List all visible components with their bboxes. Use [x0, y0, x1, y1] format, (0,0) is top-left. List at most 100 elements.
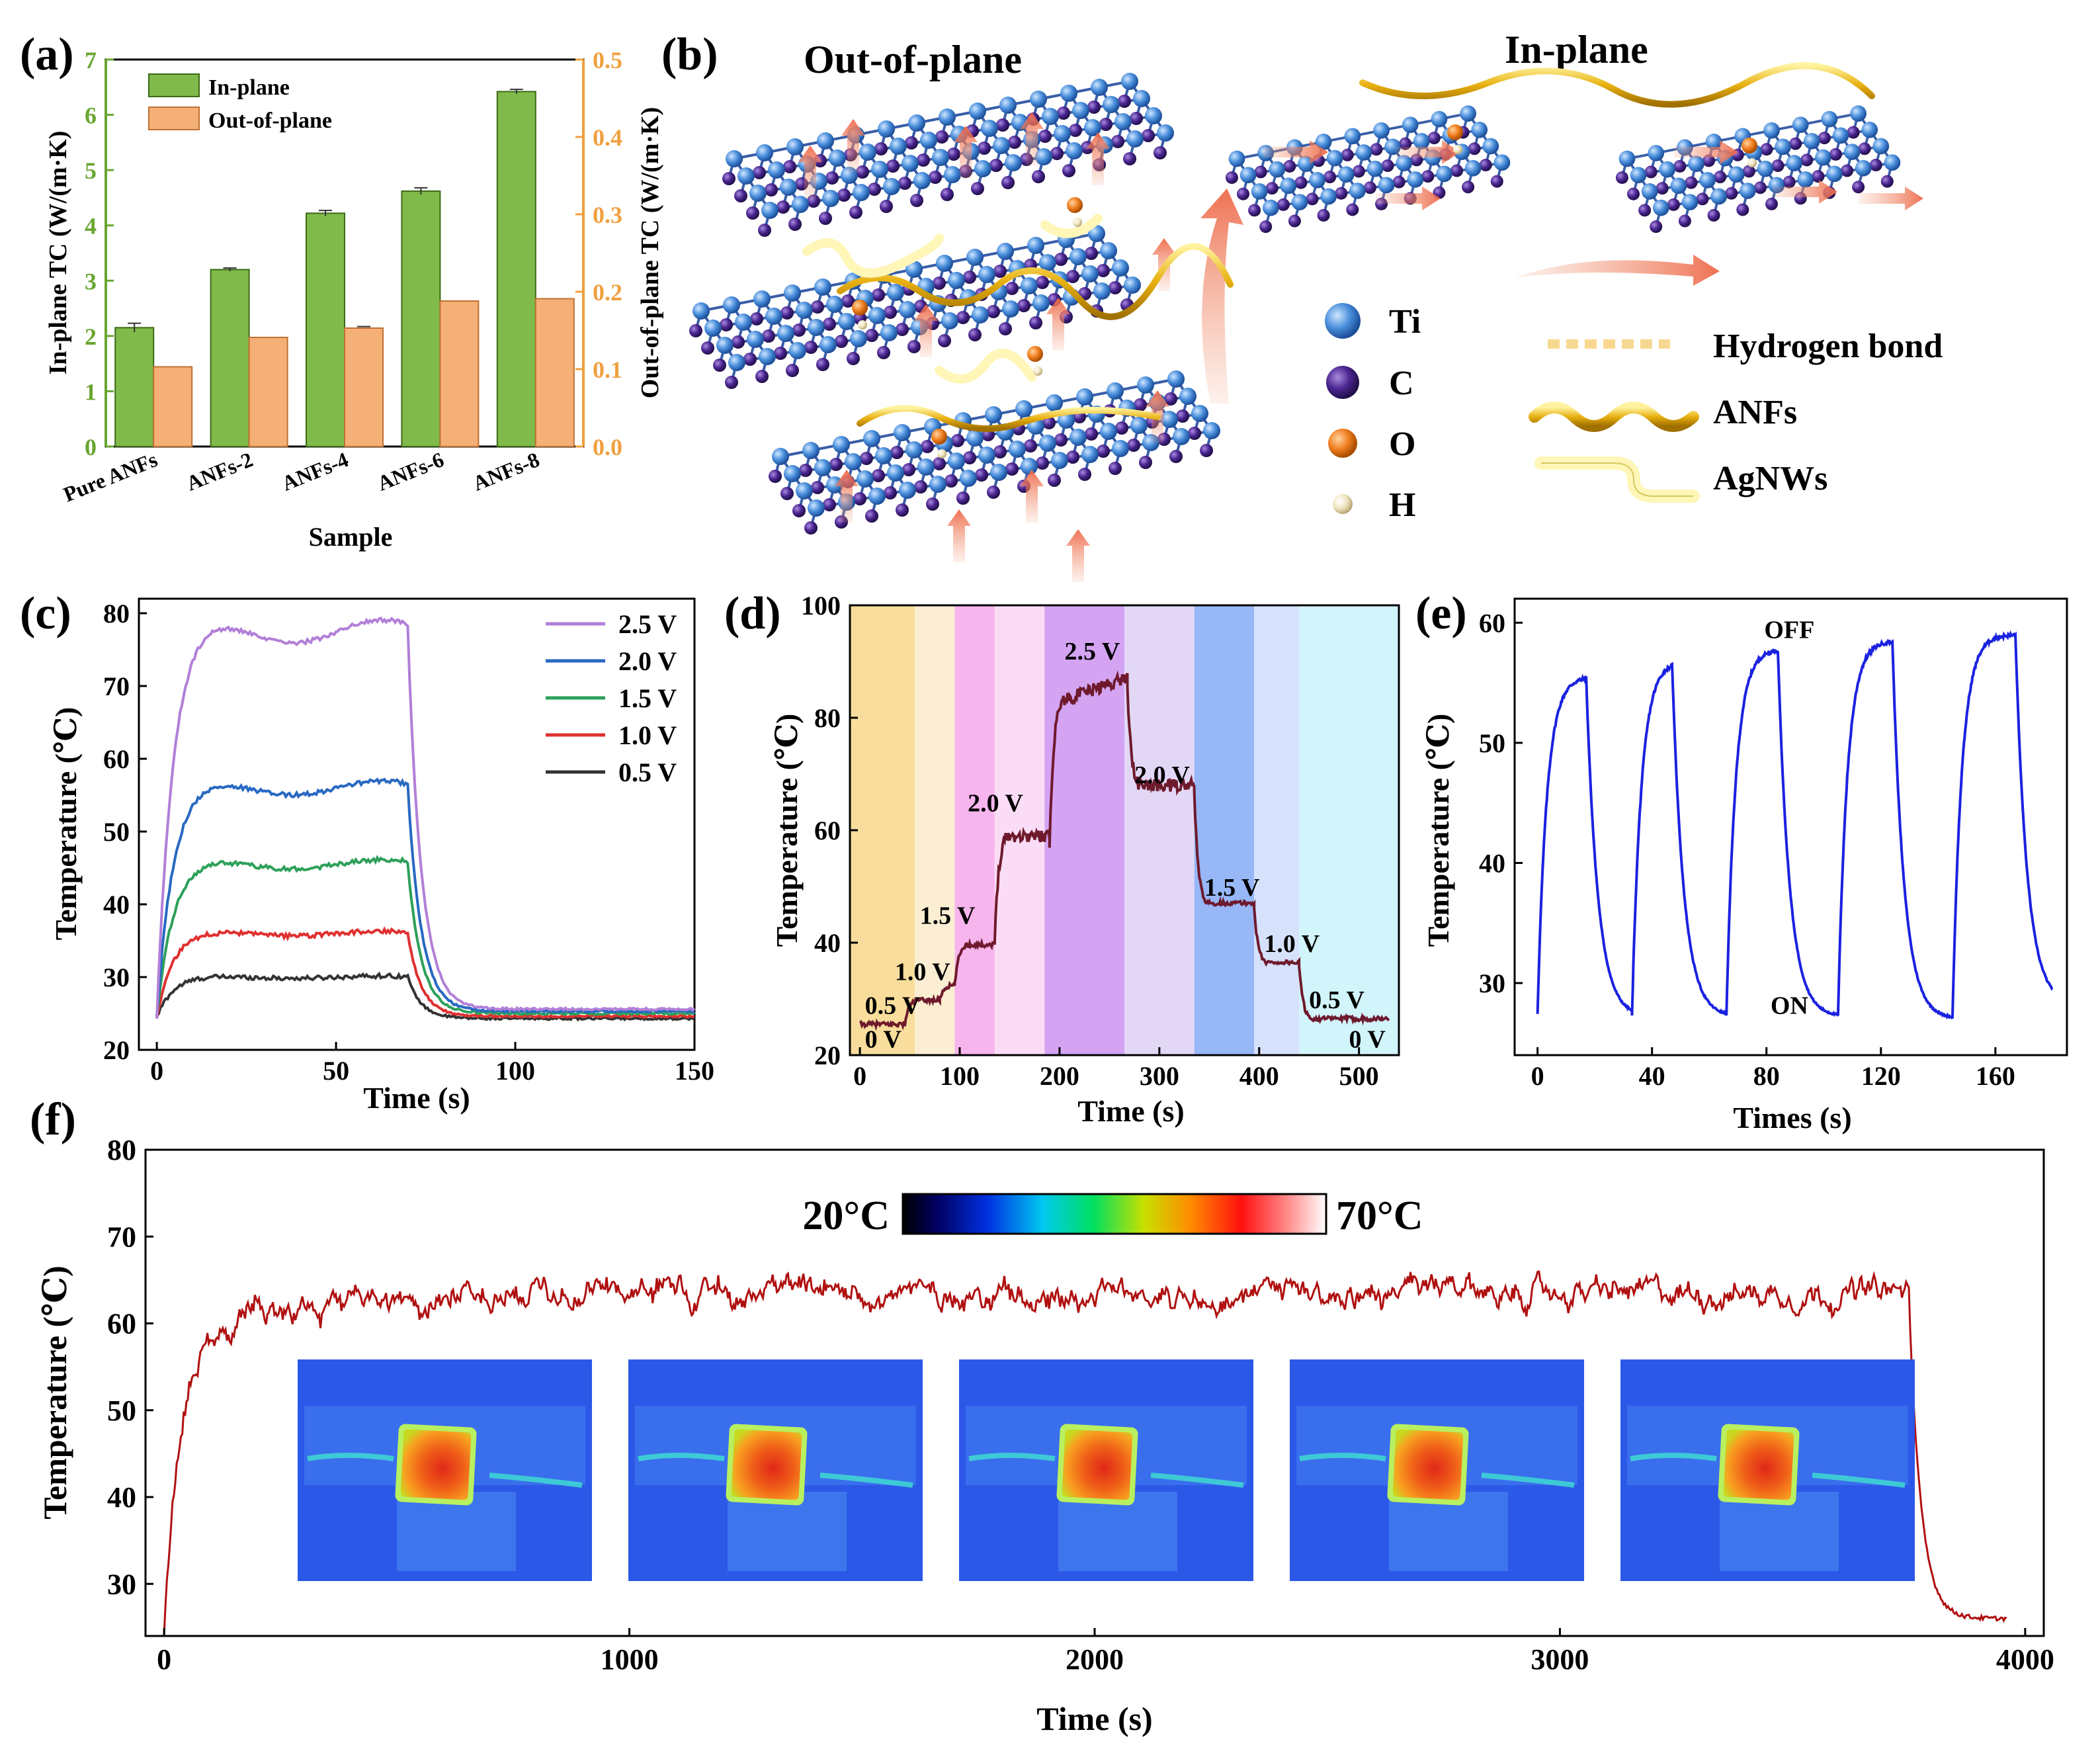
c-atom [720, 318, 733, 331]
ti-atom [1133, 90, 1150, 107]
heat-arrow-up-icon [947, 509, 971, 562]
electrode-wire [638, 1453, 913, 1488]
c-atom [1736, 203, 1749, 216]
bar-out-of-plane [153, 366, 193, 447]
panel-e-ylabel: Temperature (℃) [1421, 714, 1455, 947]
series-line-05V [155, 971, 695, 1022]
c-atom [1001, 176, 1015, 189]
c-atom [947, 148, 960, 161]
panel-a-chart: 0 1 2 3 4 5 6 7 0.0 0.1 0.2 0.3 0.4 0.5 Pure ANFs ANF… [44, 47, 664, 552]
c-atom [1335, 187, 1348, 200]
agnws-wire [802, 234, 944, 278]
ti-atom [1107, 382, 1124, 400]
ti-atom [863, 430, 880, 447]
tick-label: 60 [103, 744, 130, 774]
c-atom [841, 294, 855, 308]
ti-atom [1320, 188, 1337, 205]
c-atom [1099, 118, 1113, 131]
legend-label: 0.5 V [618, 757, 677, 787]
c-atom [1069, 124, 1082, 137]
series-line-10V [155, 926, 695, 1019]
c-atom [758, 224, 771, 237]
ti-atom [944, 166, 961, 183]
ti-atom [704, 320, 722, 337]
c-atom [877, 346, 890, 359]
ti-atom [871, 161, 888, 178]
category-label: Pure ANFs [60, 447, 161, 506]
tick-label: 200 [1040, 1061, 1079, 1091]
c-atom [975, 468, 988, 482]
c-atom [837, 189, 851, 202]
ti-atom [1337, 166, 1355, 183]
c-atom [956, 492, 970, 505]
bar-in-plane [114, 327, 155, 448]
ti-atom [894, 424, 911, 441]
schematic-lattices [689, 62, 1923, 582]
legend-swatch-out-of-plane [148, 107, 200, 130]
c-atom [898, 177, 911, 190]
panel-e-frame [1513, 597, 2068, 1056]
electrode-wire [1299, 1453, 1575, 1488]
tick-label: 1 [85, 378, 97, 405]
h-atom-icon [1333, 494, 1353, 514]
ti-atom [1280, 177, 1297, 194]
c-atom [804, 521, 818, 535]
ti-atom [875, 447, 892, 464]
legend-c: C [1389, 365, 1414, 402]
c-atom [1346, 203, 1359, 216]
c-atom [1054, 433, 1068, 447]
c-atom [933, 457, 946, 470]
tick-label: 50 [103, 817, 130, 847]
ti-atom [978, 266, 995, 283]
c-atom [1685, 176, 1698, 189]
tick-label: 0 [85, 434, 97, 460]
temperature-line [859, 670, 1390, 1031]
bar-in-plane [401, 190, 441, 447]
c-atom [1678, 214, 1691, 228]
c-atom [1200, 444, 1213, 457]
state-annotation: ON [1771, 992, 1808, 1020]
ti-atom [1652, 199, 1669, 216]
ti-atom [817, 132, 834, 150]
ti-atom [1681, 194, 1699, 210]
c-atom [1656, 182, 1669, 195]
legend-label: 2.0 V [618, 646, 677, 676]
tick-label: 60 [814, 816, 841, 845]
c-atom [1237, 187, 1249, 200]
c-atom [1024, 439, 1037, 452]
c-atom [1450, 164, 1463, 177]
voltage-band [850, 605, 915, 1055]
c-atom [884, 486, 897, 499]
c-atom [971, 182, 984, 195]
heat-arrow-up-icon [835, 470, 859, 523]
heat-arrow-up-icon [841, 119, 865, 172]
voltage-band [1299, 605, 1399, 1055]
c-atom [933, 277, 946, 290]
c-atom [1057, 107, 1070, 120]
tick-label: 30 [1479, 968, 1505, 998]
ti-atom [1081, 265, 1099, 282]
c-atom [1370, 143, 1383, 156]
ti-atom [1167, 370, 1185, 388]
ti-atom [1137, 376, 1154, 394]
ti-atom [1705, 134, 1722, 150]
heater-hot-region [1723, 1429, 1794, 1500]
c-atom [880, 200, 893, 213]
ti-atom [985, 406, 1002, 423]
ti-atom [1009, 441, 1026, 458]
anfs-icon [1529, 402, 1699, 432]
ti-atom [868, 488, 886, 505]
voltage-band [1044, 605, 1124, 1055]
ti-atom [878, 120, 895, 138]
legend-ti: Ti [1389, 303, 1421, 341]
c-atom [1783, 175, 1796, 189]
c-atom [1673, 159, 1687, 173]
lattice-layer [722, 73, 1174, 237]
tick-label: 160 [1976, 1061, 2015, 1091]
tick-label: 500 [1339, 1061, 1379, 1091]
agnws-icon [1534, 456, 1700, 503]
voltage-annotation: 2.0 V [968, 790, 1023, 818]
c-atom [1341, 148, 1354, 161]
tick-label: 40 [107, 1481, 136, 1514]
c-atom [902, 463, 915, 476]
